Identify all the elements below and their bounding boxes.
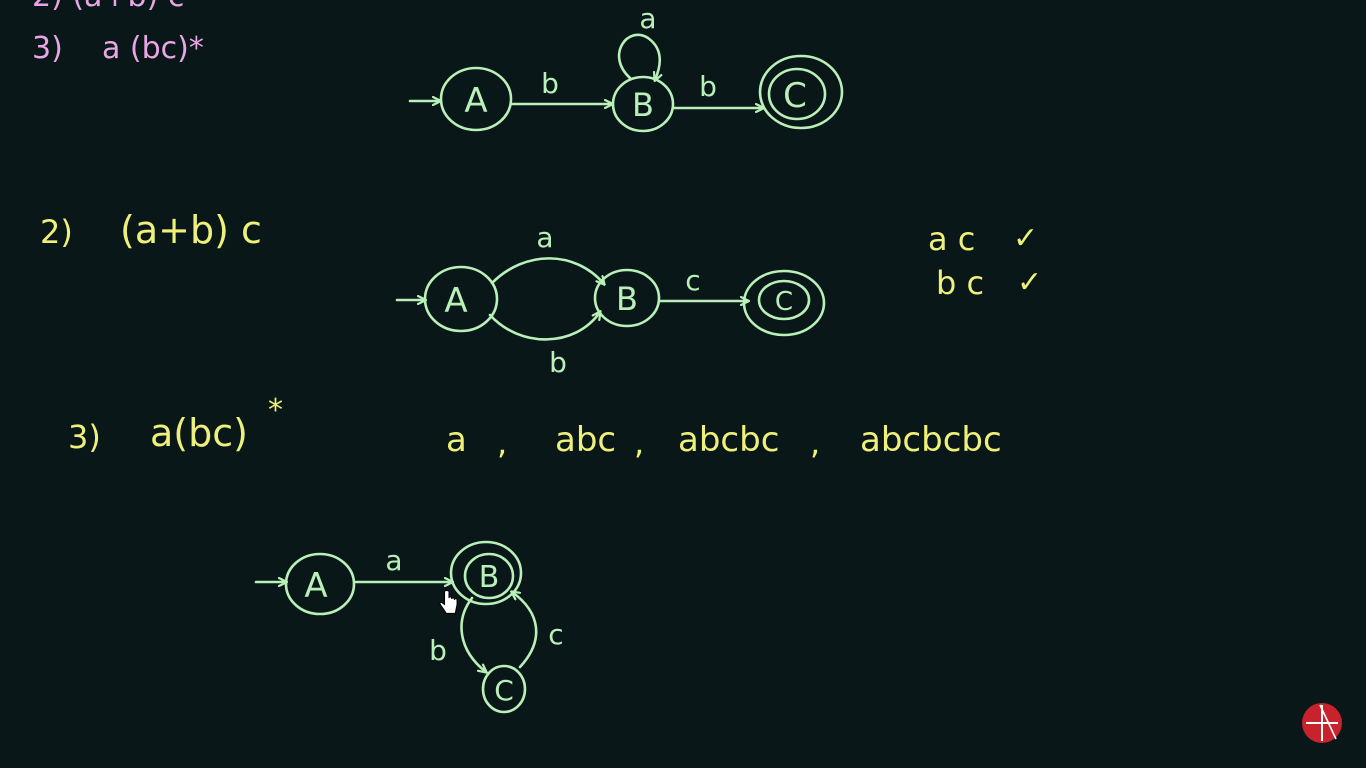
edge-a-b-label: a (385, 544, 402, 577)
accepted-check-1: ✓ (1013, 221, 1038, 256)
edge-b-c (462, 598, 486, 672)
edge-c-b (512, 592, 536, 667)
accepted-word-2: b c (936, 264, 984, 302)
hand-cursor-icon (440, 590, 457, 613)
loop-b-label: a (639, 2, 656, 35)
state-a-label: A (444, 281, 467, 321)
example-2: abc (555, 420, 616, 460)
edge-top-label: a (536, 221, 553, 254)
accepted-strings: a c ✓ b c ✓ (928, 220, 1042, 302)
section3-number: 3) (68, 418, 101, 456)
section2-expression: (a+b) c (120, 208, 262, 252)
example-3: abcbc (678, 420, 779, 460)
item3-expression: a (bc)* (102, 31, 204, 66)
cut-off-line: 2) (a+b) c (32, 0, 184, 14)
channel-logo-icon (1302, 703, 1342, 743)
edge-c-b-label: c (548, 618, 563, 651)
edge-bottom (490, 312, 600, 339)
state-b-label: B (616, 280, 638, 318)
edge-b-c-label: b (699, 70, 717, 103)
section3-star: * (268, 393, 283, 428)
example-strings: a , abc , abcbc , abcbcbc (446, 420, 1002, 462)
example-1: a (446, 420, 467, 460)
state-b-label: B (479, 560, 500, 595)
separator-1: , (497, 424, 507, 462)
edge-bottom-label: b (549, 346, 567, 379)
edge-b-c-label: b (429, 634, 447, 667)
state-c-label: C (775, 287, 793, 317)
separator-2: , (634, 424, 644, 462)
state-a-label: A (304, 566, 327, 606)
diagram-2: A a b B c C (397, 221, 824, 379)
example-4: abcbcbc (860, 420, 1002, 460)
edge-b-c-label: c (685, 264, 700, 297)
state-b-label: B (632, 86, 654, 124)
accepted-check-2: ✓ (1017, 265, 1042, 300)
state-a-label: A (464, 81, 487, 121)
section2-number: 2) (40, 213, 73, 251)
edge-a-b-label: b (541, 67, 559, 100)
loop-b (619, 35, 660, 80)
accepted-word-1: a c (928, 220, 975, 258)
diagram-3: A a B b c C (256, 542, 564, 712)
edge-top (492, 258, 604, 284)
separator-3: , (810, 424, 820, 462)
diagram-1: A b B a b C (410, 2, 842, 131)
item3-number: 3) (32, 31, 63, 66)
section3-expression: a(bc) (150, 411, 248, 455)
state-c-label: C (783, 76, 807, 116)
state-c-label: C (494, 674, 514, 707)
